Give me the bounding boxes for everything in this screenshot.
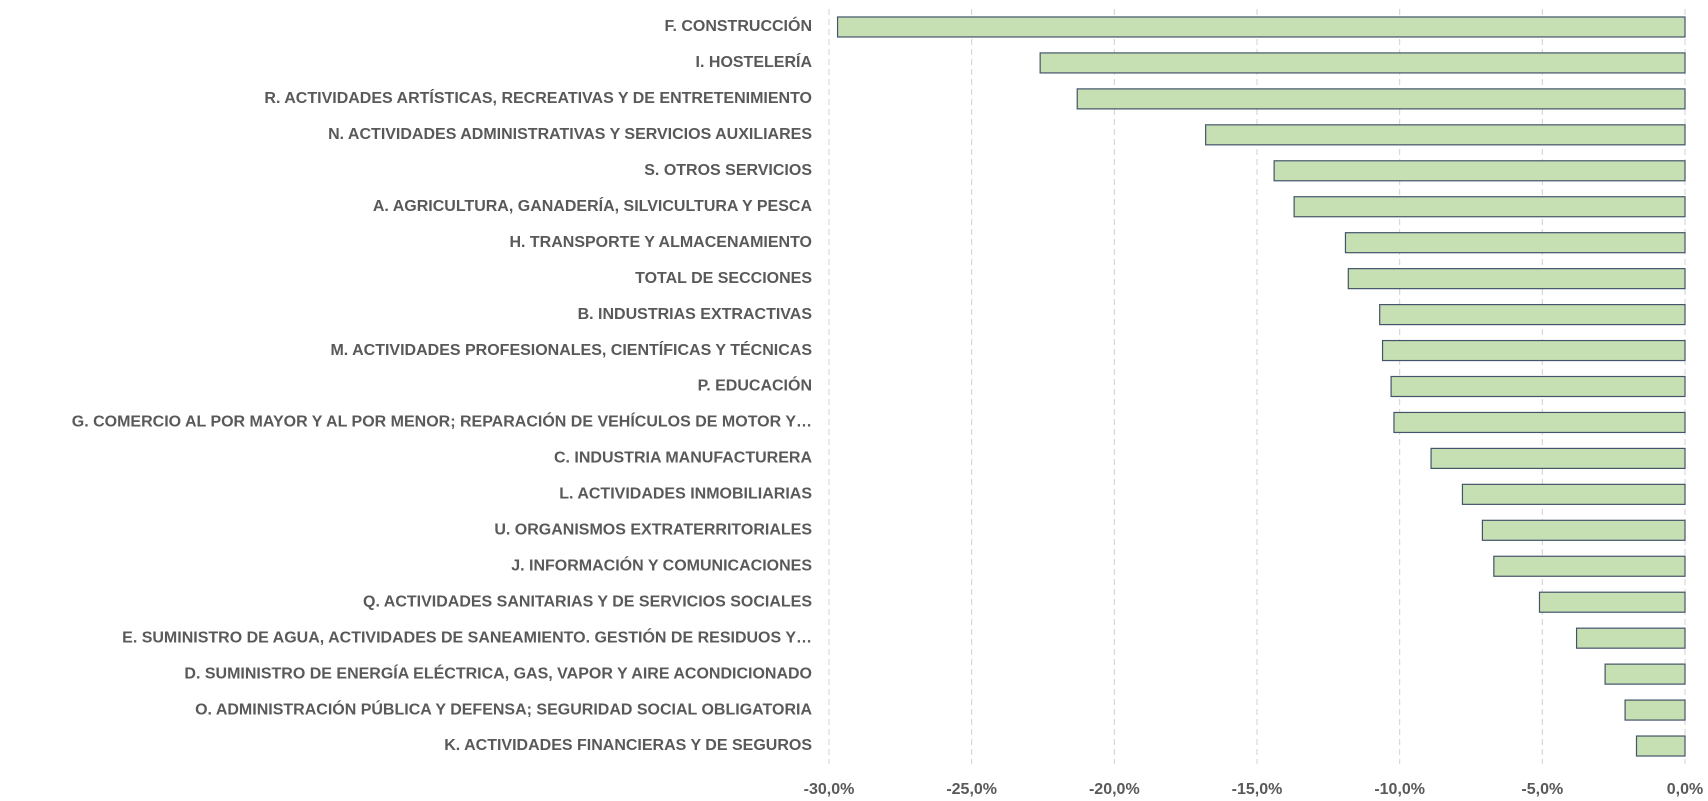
x-tick-label: -15,0%	[1232, 781, 1283, 798]
y-tick-label: D. SUMINISTRO DE ENERGÍA ELÉCTRICA, GAS,…	[184, 663, 812, 682]
bar	[1430, 447, 1686, 470]
y-tick-label: U. ORGANISMOS EXTRATERRITORIALES	[494, 522, 812, 539]
y-tick-label: B. INDUSTRIAS EXTRACTIVAS	[578, 306, 813, 323]
bar	[1039, 52, 1686, 74]
bar	[1293, 196, 1686, 218]
y-tick-label: M. ACTIVIDADES PROFESIONALES, CIENTÍFICA…	[330, 340, 812, 359]
y-tick-label: L. ACTIVIDADES INMOBILIARIAS	[559, 486, 812, 503]
y-tick-label: C. INDUSTRIA MANUFACTURERA	[554, 450, 813, 467]
bar	[1575, 627, 1686, 649]
bar	[1273, 160, 1686, 182]
bar	[1379, 303, 1686, 326]
y-tick-label: J. INFORMACIÓN Y COMUNICACIONES	[511, 555, 812, 574]
bar	[1481, 519, 1686, 541]
y-tick-label: G. COMERCIO AL POR MAYOR Y AL POR MENOR;…	[72, 412, 812, 431]
bar	[1624, 699, 1686, 721]
bar	[1538, 591, 1686, 613]
y-tick-label: R. ACTIVIDADES ARTÍSTICAS, RECREATIVAS Y…	[264, 88, 812, 107]
bar	[1381, 339, 1686, 362]
bar	[1390, 375, 1686, 398]
bar	[836, 16, 1686, 38]
y-tick-label: H. TRANSPORTE Y ALMACENAMIENTO	[509, 234, 812, 251]
bar	[1347, 268, 1686, 290]
y-tick-label: S. OTROS SERVICIOS	[644, 162, 812, 179]
x-tick-label: -20,0%	[1089, 781, 1140, 798]
bar	[1461, 483, 1686, 505]
y-tick-label: P. EDUCACIÓN	[698, 376, 812, 395]
x-tick-label: -25,0%	[946, 781, 997, 798]
y-tick-label: F. CONSTRUCCIÓN	[664, 16, 812, 35]
x-tick-label: -5,0%	[1521, 781, 1563, 798]
x-tick-label: 0,0%	[1667, 781, 1703, 798]
y-tick-label: N. ACTIVIDADES ADMINISTRATIVAS Y SERVICI…	[328, 126, 812, 143]
y-tick-label: K. ACTIVIDADES FINANCIERAS Y DE SEGUROS	[444, 737, 812, 754]
bar	[1393, 411, 1686, 434]
bar	[1344, 232, 1686, 254]
y-tick-label: TOTAL DE SECCIONES	[635, 270, 812, 287]
y-tick-label: A. AGRICULTURA, GANADERÍA, SILVICULTURA …	[373, 196, 813, 215]
bar	[1076, 88, 1686, 110]
x-tick-label: -10,0%	[1374, 781, 1425, 798]
x-tick-label: -30,0%	[804, 781, 855, 798]
y-tick-label: O. ADMINISTRACIÓN PÚBLICA Y DEFENSA; SEG…	[195, 699, 812, 718]
y-tick-label: I. HOSTELERÍA	[696, 52, 813, 71]
bar	[1493, 555, 1686, 577]
bar	[1604, 663, 1686, 685]
bar	[1205, 124, 1686, 146]
y-tick-label: E. SUMINISTRO DE AGUA, ACTIVIDADES DE SA…	[122, 627, 812, 646]
bar	[1635, 735, 1686, 757]
y-tick-label: Q. ACTIVIDADES SANITARIAS Y DE SERVICIOS…	[363, 593, 812, 610]
